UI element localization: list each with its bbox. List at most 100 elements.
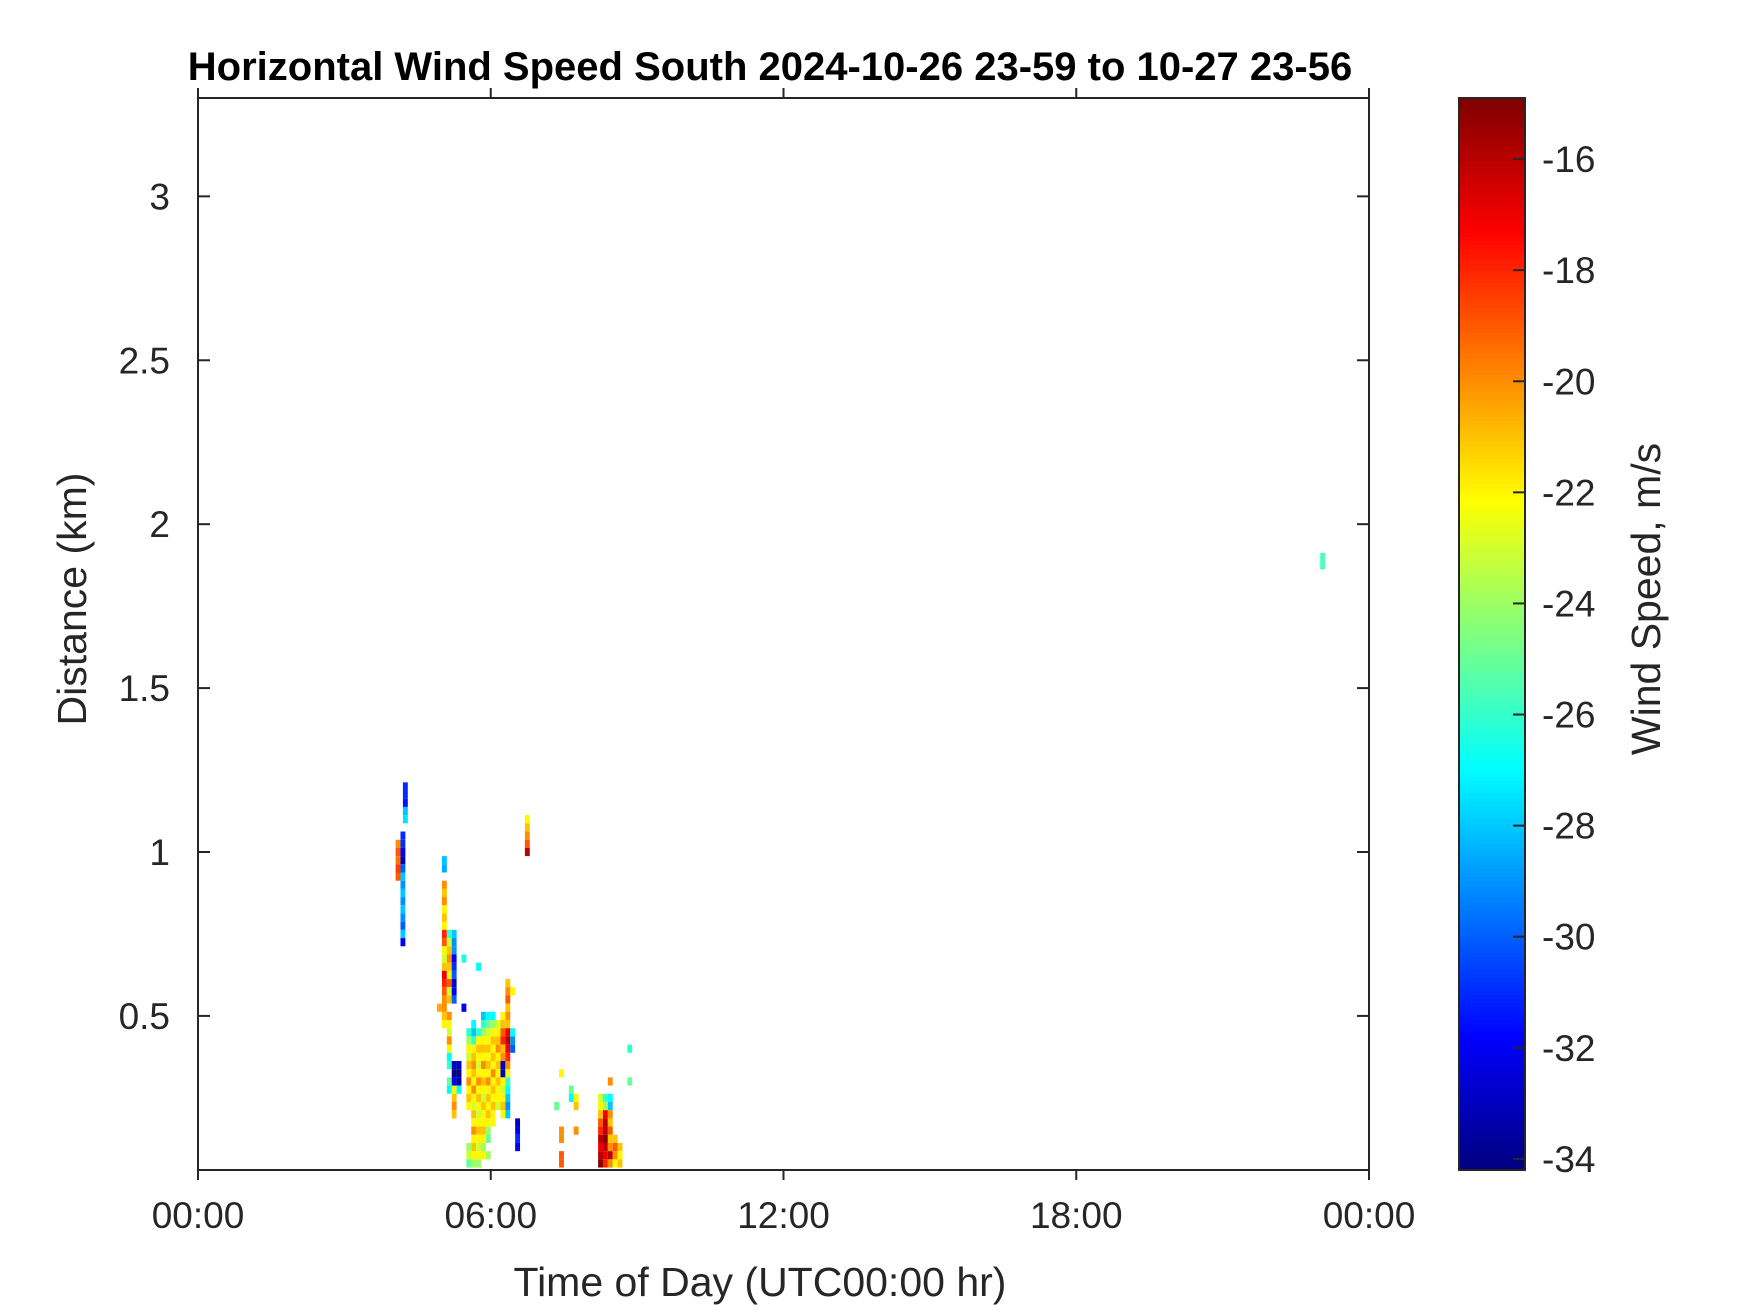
heatmap-cell bbox=[490, 1028, 496, 1037]
colorbar-segment bbox=[1459, 621, 1525, 627]
colorbar-segment bbox=[1459, 265, 1525, 271]
heatmap-cell bbox=[602, 1142, 608, 1152]
colorbar: -16 -18 -20 -22 -24 -26 -28 -30 -32 -34 bbox=[1458, 97, 1595, 1180]
heatmap-cell bbox=[480, 1036, 486, 1045]
heatmap-cell bbox=[466, 1028, 472, 1037]
heatmap-cell bbox=[607, 1077, 613, 1086]
colorbar-segment bbox=[1459, 809, 1525, 815]
colorbar-segment bbox=[1459, 495, 1525, 501]
heatmap-cell bbox=[485, 1093, 491, 1102]
colorbar-segment bbox=[1459, 173, 1525, 179]
heatmap-cell bbox=[500, 1085, 506, 1094]
heatmap-cell bbox=[480, 1077, 486, 1086]
y-tick-label: 3 bbox=[149, 176, 170, 217]
heatmap-cell bbox=[612, 1151, 618, 1160]
heatmap-cell bbox=[471, 1036, 477, 1045]
colorbar-tick-label: -16 bbox=[1542, 139, 1595, 180]
colorbar-tick-label: -26 bbox=[1542, 695, 1595, 736]
heatmap-cell bbox=[485, 1077, 491, 1086]
heatmap-cell bbox=[495, 1085, 501, 1094]
colorbar-segment bbox=[1459, 701, 1525, 706]
heatmap-cell bbox=[451, 987, 457, 996]
colorbar-tick-label: -24 bbox=[1542, 583, 1595, 624]
colorbar-segment bbox=[1459, 395, 1525, 401]
colorbar-segment bbox=[1459, 881, 1525, 886]
heatmap-cell bbox=[505, 1069, 511, 1078]
colorbar-segment bbox=[1459, 797, 1525, 803]
heatmap-cell bbox=[515, 1118, 521, 1127]
heatmap-cell bbox=[476, 1069, 481, 1078]
heatmap-cell bbox=[598, 1159, 603, 1168]
heatmap-cell bbox=[461, 954, 467, 963]
colorbar-segment bbox=[1459, 508, 1525, 514]
heatmap-cell bbox=[451, 1060, 457, 1070]
colorbar-segment bbox=[1459, 897, 1525, 903]
colorbar-segment bbox=[1459, 960, 1525, 966]
colorbar-tick-label: -22 bbox=[1542, 472, 1595, 513]
heatmap-cell bbox=[607, 1093, 613, 1102]
colorbar-segment bbox=[1459, 839, 1525, 844]
heatmap-cell bbox=[495, 1036, 501, 1045]
colorbar-segment bbox=[1459, 319, 1525, 325]
heatmap-cell bbox=[505, 1036, 511, 1045]
colorbar-segment bbox=[1459, 696, 1525, 702]
heatmap-cell bbox=[602, 1118, 608, 1127]
heatmap-cell bbox=[402, 815, 408, 824]
colorbar-segment bbox=[1459, 152, 1525, 158]
colorbar-segment bbox=[1459, 185, 1525, 191]
heatmap-cell bbox=[607, 1151, 613, 1160]
colorbar-segment bbox=[1459, 948, 1525, 953]
colorbar-segment bbox=[1459, 462, 1525, 468]
heatmap-cell bbox=[451, 938, 457, 947]
heatmap-cell bbox=[480, 1044, 486, 1053]
heatmap-cell bbox=[480, 1060, 486, 1070]
heatmap-cell bbox=[395, 864, 401, 873]
colorbar-segment bbox=[1459, 952, 1525, 958]
colorbar-segment bbox=[1459, 646, 1525, 652]
heatmap-cell bbox=[451, 1093, 457, 1102]
heatmap-cell bbox=[395, 847, 401, 857]
colorbar-segment bbox=[1459, 1103, 1525, 1108]
heatmap-cell bbox=[490, 1093, 496, 1102]
heatmap-cell bbox=[441, 929, 447, 939]
colorbar-segment bbox=[1459, 236, 1525, 241]
colorbar-segment bbox=[1459, 299, 1525, 304]
colorbar-segment bbox=[1459, 533, 1525, 539]
colorbar-segment bbox=[1459, 290, 1525, 296]
heatmap-cell bbox=[466, 1077, 472, 1086]
heatmap-cell bbox=[471, 1118, 477, 1127]
heatmap-cell bbox=[400, 839, 406, 848]
heatmap-cell bbox=[395, 839, 401, 848]
heatmap-cell bbox=[471, 1101, 477, 1111]
heatmap-cell bbox=[559, 1069, 564, 1078]
colorbar-segment bbox=[1459, 893, 1525, 899]
colorbar-segment bbox=[1459, 847, 1525, 853]
colorbar-segment bbox=[1459, 227, 1525, 233]
colorbar-segment bbox=[1459, 1082, 1525, 1087]
colorbar-segment bbox=[1459, 550, 1525, 556]
heatmap-cell bbox=[476, 1159, 481, 1168]
colorbar-segment bbox=[1459, 382, 1525, 388]
colorbar-segment bbox=[1459, 529, 1525, 535]
heatmap-cell bbox=[500, 1110, 506, 1119]
heatmap-cell bbox=[598, 1134, 603, 1143]
heatmap-cell bbox=[441, 954, 447, 963]
heatmap-cell bbox=[466, 1093, 472, 1102]
colorbar-segment bbox=[1459, 747, 1525, 752]
heatmap-cell bbox=[451, 970, 457, 980]
colorbar-segment bbox=[1459, 793, 1525, 798]
heatmap-cell bbox=[461, 1003, 467, 1012]
colorbar-segment bbox=[1459, 918, 1525, 924]
heatmap-cell bbox=[456, 1060, 462, 1070]
colorbar-segment bbox=[1459, 625, 1525, 631]
colorbar-segment bbox=[1459, 680, 1525, 685]
colorbar-segment bbox=[1459, 98, 1525, 103]
heatmap-cell bbox=[602, 1151, 608, 1160]
heatmap-cell bbox=[441, 987, 447, 996]
heatmap-cell bbox=[490, 1044, 496, 1053]
heatmap-cell bbox=[515, 1142, 521, 1152]
colorbar-segment bbox=[1459, 692, 1525, 698]
colorbar-segment bbox=[1459, 453, 1525, 459]
y-tick-label: 0.5 bbox=[119, 996, 170, 1037]
heatmap-cells bbox=[395, 552, 1326, 1168]
